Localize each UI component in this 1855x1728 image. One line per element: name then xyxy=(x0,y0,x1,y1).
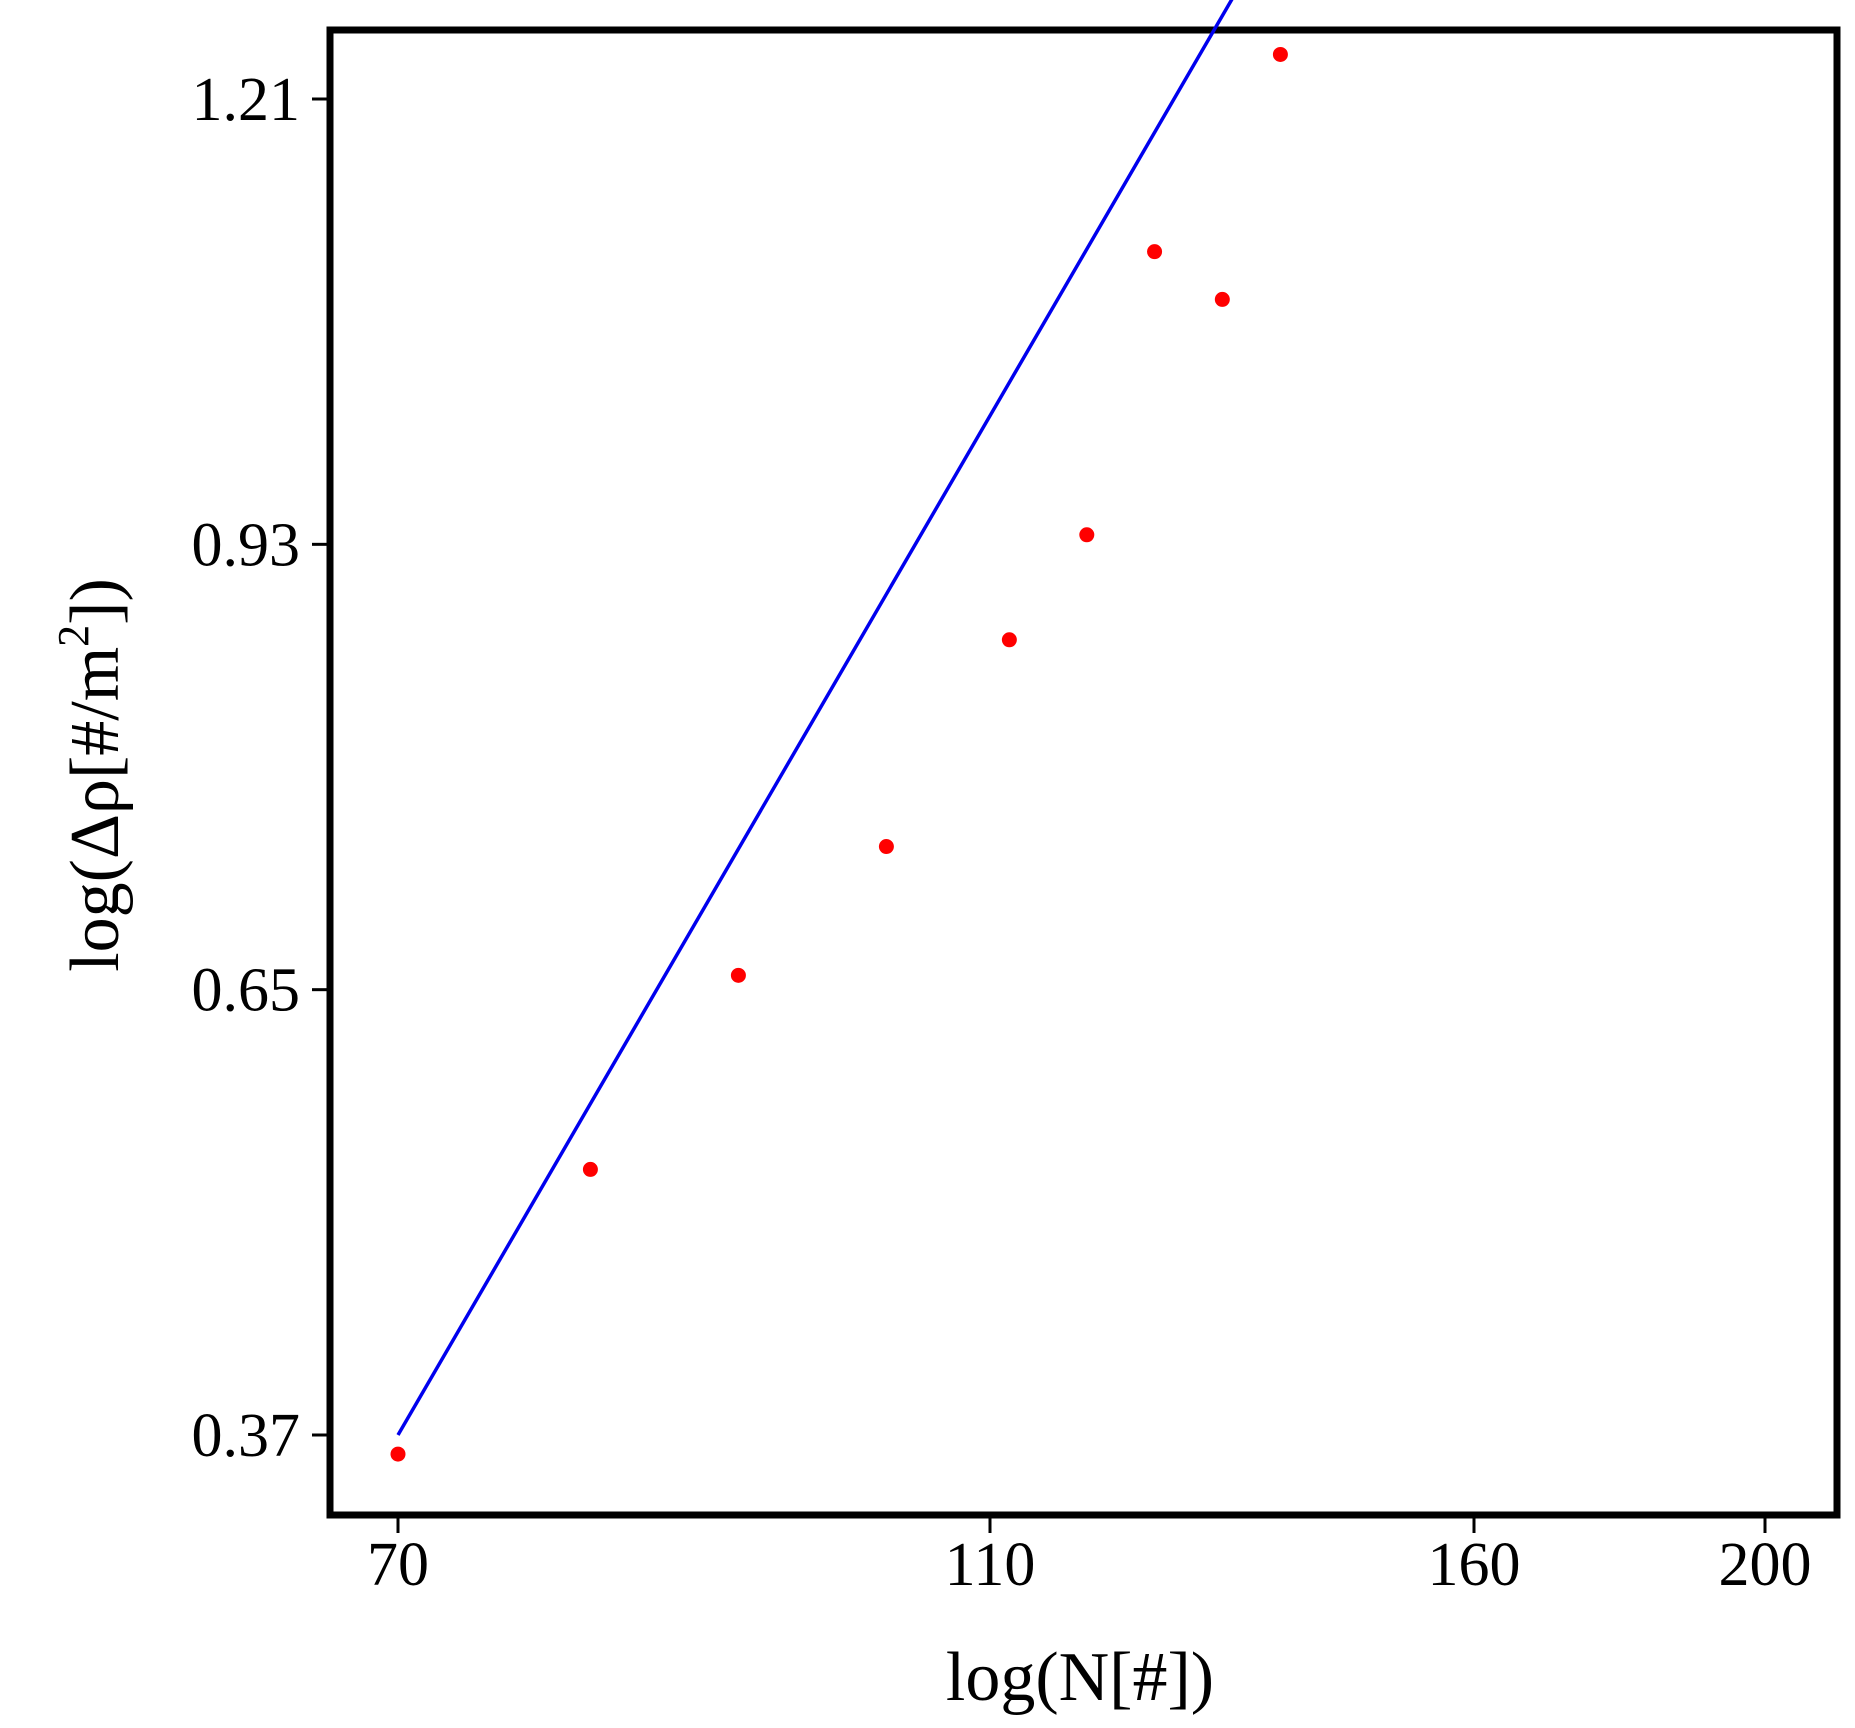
y-tick-label: 0.93 xyxy=(192,511,301,579)
data-point xyxy=(1272,46,1288,62)
data-point xyxy=(730,967,746,983)
y-axis-label-superscript: 2 xyxy=(49,625,98,647)
x-tick-label: 70 xyxy=(367,1531,429,1599)
y-axis-label-main: log(Δρ[#/m xyxy=(57,647,134,972)
y-axis-label-tail: ]) xyxy=(57,578,134,625)
y-tick-label: 0.65 xyxy=(192,957,301,1025)
fit-line-layer xyxy=(396,0,1234,1436)
x-axis-label: log(N[#]) xyxy=(946,1639,1214,1716)
y-axis-ticks: 0.37 0.65 0.93 1.21 xyxy=(192,66,327,1470)
data-point xyxy=(1214,291,1230,307)
plot-frame xyxy=(326,26,1841,1519)
data-point xyxy=(1001,632,1017,648)
data-point xyxy=(878,839,894,855)
fit-line xyxy=(396,0,1234,1436)
data-point xyxy=(582,1161,598,1177)
data-point xyxy=(1079,527,1095,543)
data-point xyxy=(1147,244,1163,260)
x-tick-label: 200 xyxy=(1719,1531,1812,1599)
y-tick-label: 0.37 xyxy=(192,1402,301,1470)
y-axis-label: log(Δρ[#/m2]) xyxy=(49,578,134,972)
data-points-layer xyxy=(390,46,1288,1462)
data-point xyxy=(390,1446,406,1462)
y-tick-label: 1.21 xyxy=(192,66,301,134)
x-tick-label: 160 xyxy=(1428,1531,1521,1599)
x-tick-label: 110 xyxy=(945,1531,1036,1599)
x-axis-ticks: 70 110 160 200 xyxy=(367,1518,1812,1599)
